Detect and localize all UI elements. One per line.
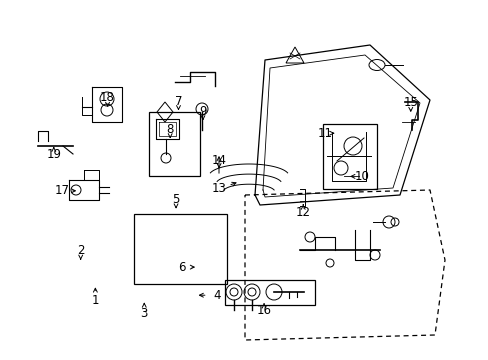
Text: 19: 19 <box>46 148 61 161</box>
Text: 10: 10 <box>354 170 368 183</box>
Text: 17: 17 <box>55 184 70 197</box>
Text: 15: 15 <box>403 96 417 109</box>
Text: 8: 8 <box>166 123 174 136</box>
Text: 14: 14 <box>211 154 226 167</box>
Text: 3: 3 <box>140 307 148 320</box>
Text: 7: 7 <box>174 95 182 108</box>
Text: 13: 13 <box>211 183 226 195</box>
Text: 2: 2 <box>77 244 84 257</box>
Text: 1: 1 <box>91 294 99 307</box>
Bar <box>224 280 315 305</box>
Text: 18: 18 <box>100 91 115 104</box>
Text: 5: 5 <box>172 193 180 206</box>
Text: 12: 12 <box>295 206 310 219</box>
Text: 16: 16 <box>256 304 271 317</box>
Text: 6: 6 <box>178 261 185 274</box>
Bar <box>322 124 376 189</box>
Bar <box>134 214 227 284</box>
Text: 4: 4 <box>213 289 221 302</box>
Bar <box>149 112 200 176</box>
Text: 9: 9 <box>199 105 206 118</box>
Text: 11: 11 <box>317 127 332 140</box>
